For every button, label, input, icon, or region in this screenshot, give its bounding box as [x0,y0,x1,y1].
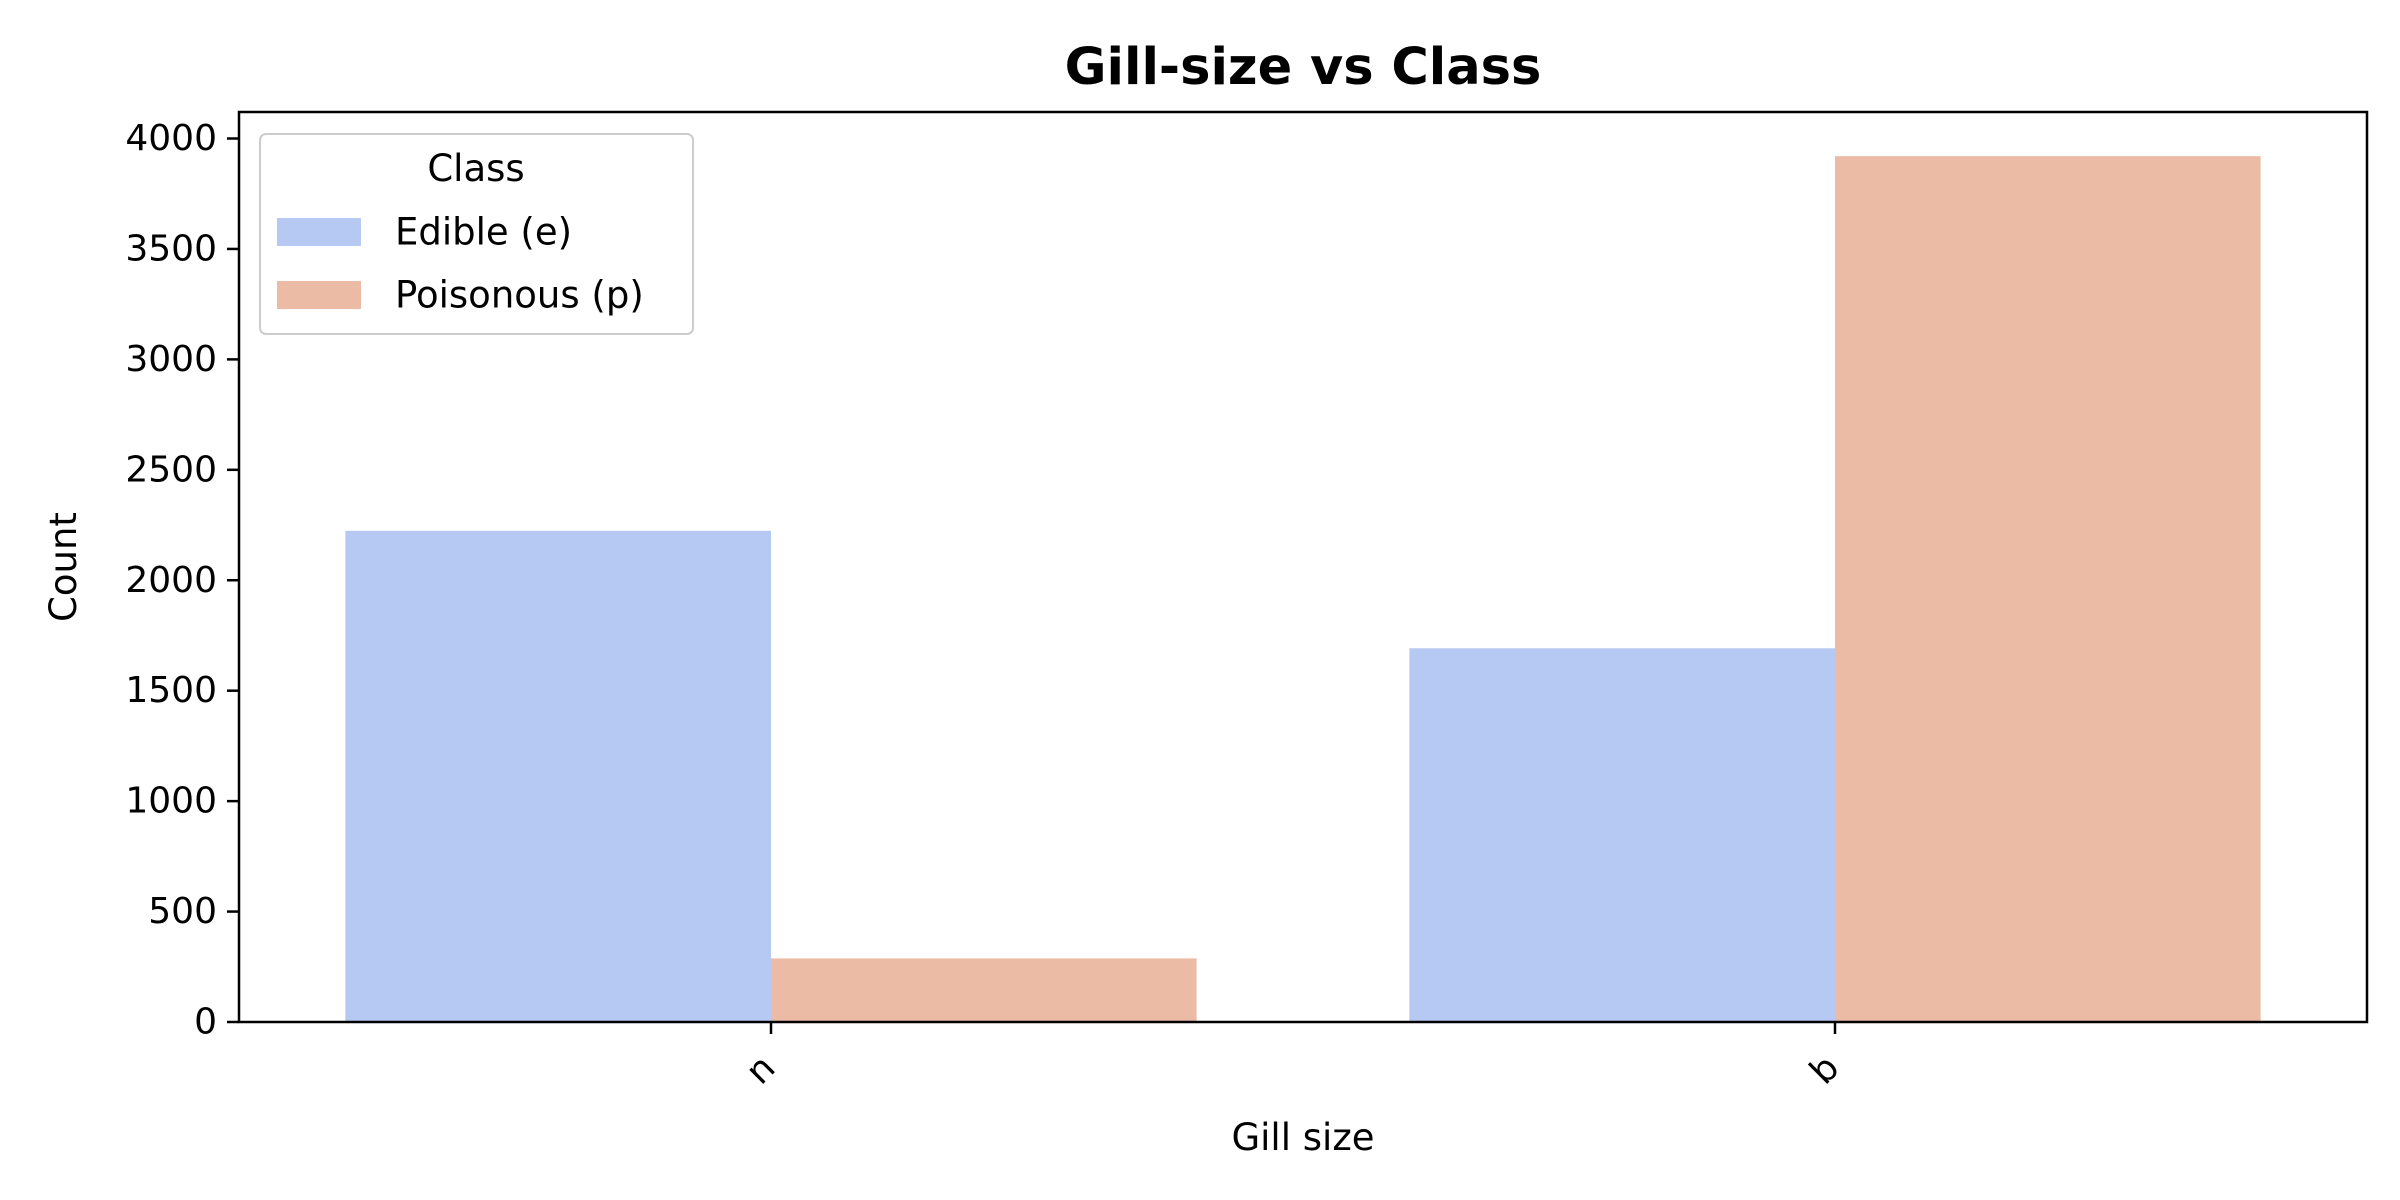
y-tick-label: 2500 [125,449,217,490]
y-axis: 0 500 1000 1500 2000 2500 3000 3500 4000 [125,118,239,1042]
y-tick-label: 3000 [125,339,217,380]
bar-n-series-0 [345,531,771,1022]
legend-swatch-0 [277,218,361,246]
chart-title: Gill-size vs Class [1065,38,1542,97]
y-tick-label: 3500 [125,228,217,269]
legend-label-0: Edible (e) [395,211,572,254]
legend-label-1: Poisonous (p) [395,274,644,317]
x-axis-label: Gill size [1231,1116,1374,1159]
bar-n-series-1 [771,958,1197,1022]
legend-swatch-1 [277,281,361,309]
y-tick-label: 0 [194,1002,217,1043]
y-tick-label: 4000 [125,118,217,159]
y-tick-label: 500 [148,891,217,932]
bar-b-series-1 [1835,156,2261,1022]
x-tick-label-n: n [738,1047,783,1092]
x-tick-label-b: b [1802,1047,1847,1092]
legend: Class Edible (e) Poisonous (p) [260,134,693,334]
legend-title: Class [427,147,524,190]
bar-b-series-0 [1409,648,1835,1022]
y-tick-label: 1000 [125,781,217,822]
y-tick-label: 2000 [125,560,217,601]
y-axis-label: Count [42,512,85,622]
y-tick-label: 1500 [125,670,217,711]
